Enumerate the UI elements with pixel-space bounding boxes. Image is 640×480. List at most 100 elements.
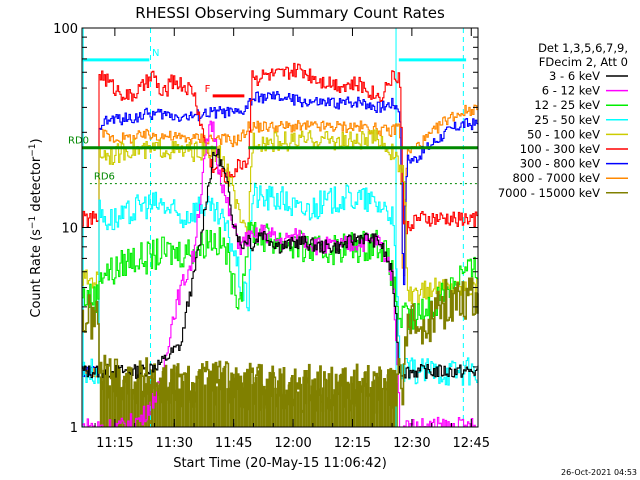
background-bar bbox=[383, 381, 387, 427]
x-tick-label-7: 12:45 bbox=[453, 436, 490, 451]
background-bar bbox=[136, 374, 140, 427]
background-bar bbox=[99, 376, 103, 427]
legend-label-6: 100 - 300 keV bbox=[520, 142, 600, 156]
background-bar bbox=[215, 386, 218, 427]
background-bar bbox=[119, 387, 123, 427]
background-bar bbox=[248, 362, 252, 427]
background-bar bbox=[170, 379, 173, 427]
background-bar bbox=[130, 388, 134, 427]
series-layer bbox=[82, 62, 479, 428]
x-tick-label-2: 11:30 bbox=[156, 436, 193, 451]
background-bar bbox=[139, 368, 142, 427]
background-bar bbox=[223, 365, 227, 427]
background-bar bbox=[125, 372, 128, 427]
background-bar bbox=[232, 373, 235, 427]
background-bar bbox=[338, 374, 342, 427]
legend-label-1: 3 - 6 keV bbox=[549, 69, 600, 83]
background-bar bbox=[144, 383, 148, 427]
background-bar bbox=[251, 384, 255, 427]
x-tick-label-5: 12:15 bbox=[334, 436, 371, 451]
background-bar bbox=[111, 378, 114, 427]
background-bar bbox=[254, 377, 258, 427]
background-bar bbox=[102, 369, 106, 427]
y-axis-label-end: ) bbox=[29, 138, 44, 143]
background-bar bbox=[203, 384, 207, 427]
legend-header-line1: Det 1,3,5,6,7,9, bbox=[538, 41, 628, 55]
background-bar bbox=[226, 388, 230, 427]
background-bar bbox=[285, 389, 289, 427]
series-line-7 bbox=[82, 90, 479, 378]
status-label-f: F bbox=[205, 84, 211, 95]
background-bar bbox=[189, 390, 193, 427]
chart-title: RHESSI Observing Summary Count Rates bbox=[135, 4, 445, 22]
background-bar bbox=[257, 370, 261, 427]
background-bar bbox=[234, 367, 238, 427]
y-axis-label-sup2: −1 bbox=[28, 143, 38, 156]
generation-timestamp: 26-Oct-2021 04:53 bbox=[561, 468, 637, 477]
background-bar bbox=[372, 379, 376, 427]
background-bar bbox=[361, 377, 365, 427]
background-bar bbox=[364, 371, 367, 427]
legend-label-3: 12 - 25 keV bbox=[534, 98, 600, 112]
status-label-n: N bbox=[152, 48, 159, 59]
legend-label-9: 7000 - 15000 keV bbox=[498, 186, 600, 200]
background-bar bbox=[127, 366, 131, 427]
background-bar bbox=[392, 390, 395, 427]
status-label-rd6: RD6 bbox=[94, 172, 115, 183]
background-bar bbox=[237, 390, 241, 427]
background-bar bbox=[113, 371, 117, 427]
legend-label-4: 25 - 50 keV bbox=[534, 113, 600, 127]
series-line-1 bbox=[82, 148, 479, 379]
background-bar bbox=[217, 379, 221, 427]
legend-label-2: 6 - 12 keV bbox=[542, 84, 600, 98]
background-bar bbox=[291, 375, 294, 427]
x-tick-label-6: 12:30 bbox=[393, 436, 430, 451]
background-bar bbox=[344, 391, 348, 427]
background-bar bbox=[378, 366, 381, 427]
series-line-2 bbox=[82, 120, 479, 428]
legend-header-line2: FDecim 2, Att 0 bbox=[539, 55, 628, 69]
plot-area: N F RD0 RD6 bbox=[68, 28, 479, 428]
background-bar bbox=[313, 378, 317, 427]
background-bar bbox=[296, 391, 300, 427]
background-bar bbox=[310, 385, 314, 427]
y-axis-label-main: Count Rate (s bbox=[29, 229, 44, 318]
background-bar bbox=[156, 384, 159, 427]
background-bar bbox=[201, 363, 204, 427]
series-line-6 bbox=[82, 62, 479, 235]
background-bar bbox=[352, 369, 356, 427]
background-bar bbox=[369, 387, 373, 427]
y-axis-label-sup1: −1 bbox=[28, 216, 38, 229]
background-bar bbox=[347, 383, 350, 427]
background-bar bbox=[330, 366, 334, 427]
background-bar bbox=[184, 374, 187, 427]
series-line-3 bbox=[82, 221, 479, 330]
background-bar bbox=[108, 385, 112, 427]
y-axis-label-mid: detector bbox=[29, 156, 44, 216]
time-markers bbox=[82, 28, 464, 427]
background-bar bbox=[167, 386, 171, 427]
legend: Det 1,3,5,6,7,9, FDecim 2, Att 0 3 - 6 k… bbox=[498, 41, 628, 200]
background-bar bbox=[175, 366, 179, 427]
x-tick-label-3: 11:45 bbox=[215, 436, 252, 451]
y-axis-label: Count Rate (s−1 detector−1) bbox=[28, 138, 44, 317]
y-tick-label-3: 100 bbox=[53, 22, 78, 37]
y-tick-label-2: 10 bbox=[61, 222, 78, 237]
background-bar bbox=[358, 385, 362, 427]
background-bar bbox=[229, 380, 232, 427]
status-label-rd0: RD0 bbox=[68, 136, 89, 147]
legend-label-7: 300 - 800 keV bbox=[520, 157, 600, 171]
background-bar bbox=[153, 363, 156, 427]
background-bar bbox=[333, 389, 336, 427]
y-tick-label-1: 1 bbox=[70, 421, 78, 436]
background-bar bbox=[389, 367, 393, 427]
background-bar bbox=[158, 377, 162, 427]
background-bar bbox=[122, 379, 126, 427]
status-bars: N F RD0 RD6 bbox=[68, 48, 478, 185]
background-bar bbox=[164, 364, 168, 427]
background-bar bbox=[366, 365, 370, 427]
background-bar bbox=[386, 374, 390, 427]
background-bar bbox=[178, 388, 182, 427]
series-line-9 bbox=[82, 277, 479, 415]
